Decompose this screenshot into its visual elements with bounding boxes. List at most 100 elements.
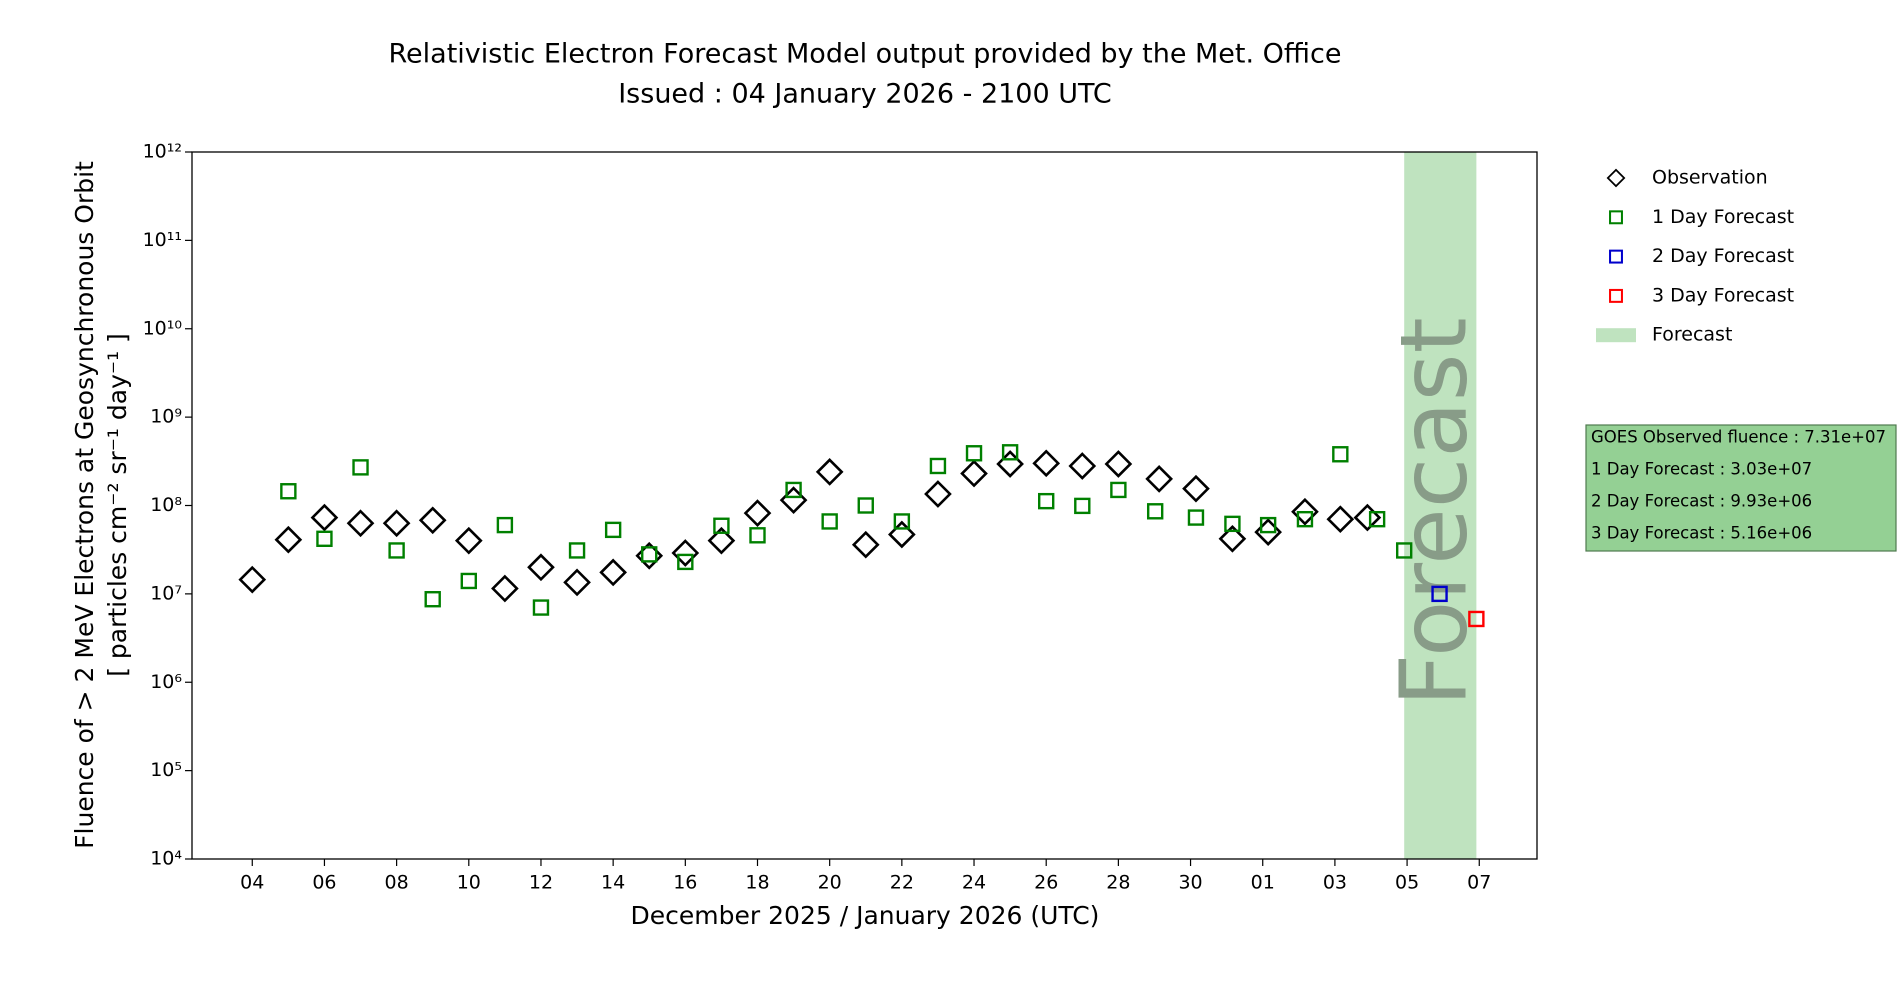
- legend-marker: [1606, 168, 1626, 188]
- data-point: [1431, 585, 1448, 603]
- x-tick-label: 05: [1395, 872, 1419, 894]
- data-point: [785, 481, 802, 499]
- x-tick-label: 01: [1251, 872, 1275, 894]
- data-point: [1074, 497, 1091, 515]
- data-point: [1395, 542, 1413, 559]
- x-tick-label: 10: [457, 872, 481, 894]
- y-tick-label: 10¹¹: [143, 229, 182, 251]
- forecast-region-label: Forecast: [1381, 317, 1488, 706]
- y-tick-label: 10⁴: [150, 848, 182, 870]
- x-tick-label: 08: [385, 872, 409, 894]
- data-point: [460, 572, 477, 590]
- y-tick-label: 10⁶: [150, 671, 182, 693]
- data-point: [996, 450, 1024, 478]
- x-tick-label: 30: [1178, 872, 1202, 894]
- x-tick-label: 18: [745, 872, 769, 894]
- data-point: [1110, 481, 1127, 499]
- chart-subtitle: Issued : 04 January 2026 - 2100 UTC: [618, 79, 1112, 110]
- legend-label: 1 Day Forecast: [1652, 206, 1794, 228]
- data-point: [1068, 452, 1097, 480]
- data-point: [563, 568, 591, 597]
- info-box: [1585, 424, 1897, 552]
- data-point: [965, 445, 983, 462]
- data-point: [1296, 510, 1314, 528]
- data-point: [815, 458, 844, 486]
- data-point: [1145, 465, 1173, 493]
- data-point: [1001, 444, 1019, 461]
- data-point: [1224, 515, 1241, 533]
- forecast-region: [1404, 152, 1477, 859]
- data-point: [274, 525, 303, 554]
- y-tick-label: 10⁵: [150, 759, 182, 781]
- data-point: [382, 509, 411, 538]
- data-point: [857, 497, 874, 514]
- data-point: [316, 530, 333, 547]
- data-point: [821, 513, 838, 530]
- data-point: [677, 553, 694, 571]
- data-point: [1146, 503, 1164, 520]
- y-tick-label: 10⁹: [150, 406, 182, 428]
- x-tick-label: 22: [890, 872, 914, 894]
- data-point: [707, 526, 736, 555]
- data-point: [1353, 503, 1382, 532]
- info-text: 2 Day Forecast : 9.93e+06: [1591, 492, 1812, 511]
- legend-marker: [1609, 210, 1623, 225]
- x-tick-label: 26: [1034, 872, 1058, 894]
- data-point: [568, 542, 586, 559]
- x-tick-label: 03: [1323, 872, 1347, 894]
- x-tick-label: 16: [673, 872, 697, 894]
- y-axis-label: Fluence of > 2 MeV Electrons at Geosynch…: [70, 161, 99, 849]
- data-point: [280, 483, 297, 500]
- data-point: [1259, 516, 1277, 534]
- data-point: [352, 459, 369, 476]
- y-axis-label: [ particles cm⁻² sr⁻¹ day⁻¹ ]: [103, 333, 132, 677]
- data-point: [496, 516, 514, 534]
- x-tick-label: 28: [1106, 872, 1130, 894]
- data-point: [641, 546, 658, 563]
- legend-marker: [1609, 288, 1623, 303]
- info-text: 3 Day Forecast : 5.16e+06: [1591, 524, 1812, 543]
- legend-label: Forecast: [1652, 324, 1732, 346]
- info-text: 1 Day Forecast : 3.03e+07: [1591, 460, 1812, 479]
- data-point: [310, 503, 339, 532]
- chart-title: Relativistic Electron Forecast Model out…: [389, 39, 1342, 70]
- info-text: GOES Observed fluence : 7.31e+07: [1591, 428, 1886, 447]
- y-tick-label: 10¹⁰: [143, 317, 182, 339]
- data-point: [929, 457, 947, 475]
- x-tick-label: 12: [529, 872, 553, 894]
- data-point: [1187, 509, 1205, 526]
- x-tick-label: 07: [1467, 872, 1491, 894]
- legend-label: Observation: [1652, 167, 1768, 189]
- data-point: [388, 542, 405, 559]
- data-point: [1032, 449, 1061, 478]
- data-point: [1326, 505, 1355, 534]
- y-tick-label: 10¹²: [143, 141, 182, 163]
- data-point: [713, 517, 730, 534]
- data-point: [1182, 474, 1210, 503]
- data-point: [1468, 610, 1485, 628]
- data-point: [893, 513, 911, 530]
- legend-label: 2 Day Forecast: [1652, 245, 1794, 267]
- x-tick-label: 14: [601, 872, 625, 894]
- x-tick-label: 24: [962, 872, 986, 894]
- x-tick-label: 20: [818, 872, 842, 894]
- data-point: [1291, 497, 1319, 526]
- y-tick-label: 10⁷: [150, 582, 182, 604]
- data-point: [491, 574, 519, 603]
- legend-marker: [1609, 249, 1623, 264]
- data-point: [1332, 446, 1349, 463]
- plot-frame: [191, 151, 1538, 860]
- data-point: [779, 486, 808, 514]
- data-point: [1038, 492, 1055, 510]
- data-point: [749, 527, 766, 544]
- data-point: [1104, 450, 1133, 478]
- data-point: [1218, 524, 1247, 553]
- data-point: [604, 521, 622, 539]
- x-tick-label: 04: [240, 872, 264, 894]
- y-tick-label: 10⁸: [150, 494, 182, 516]
- x-tick-label: 06: [312, 872, 336, 894]
- data-point: [527, 553, 555, 582]
- data-point: [671, 539, 700, 567]
